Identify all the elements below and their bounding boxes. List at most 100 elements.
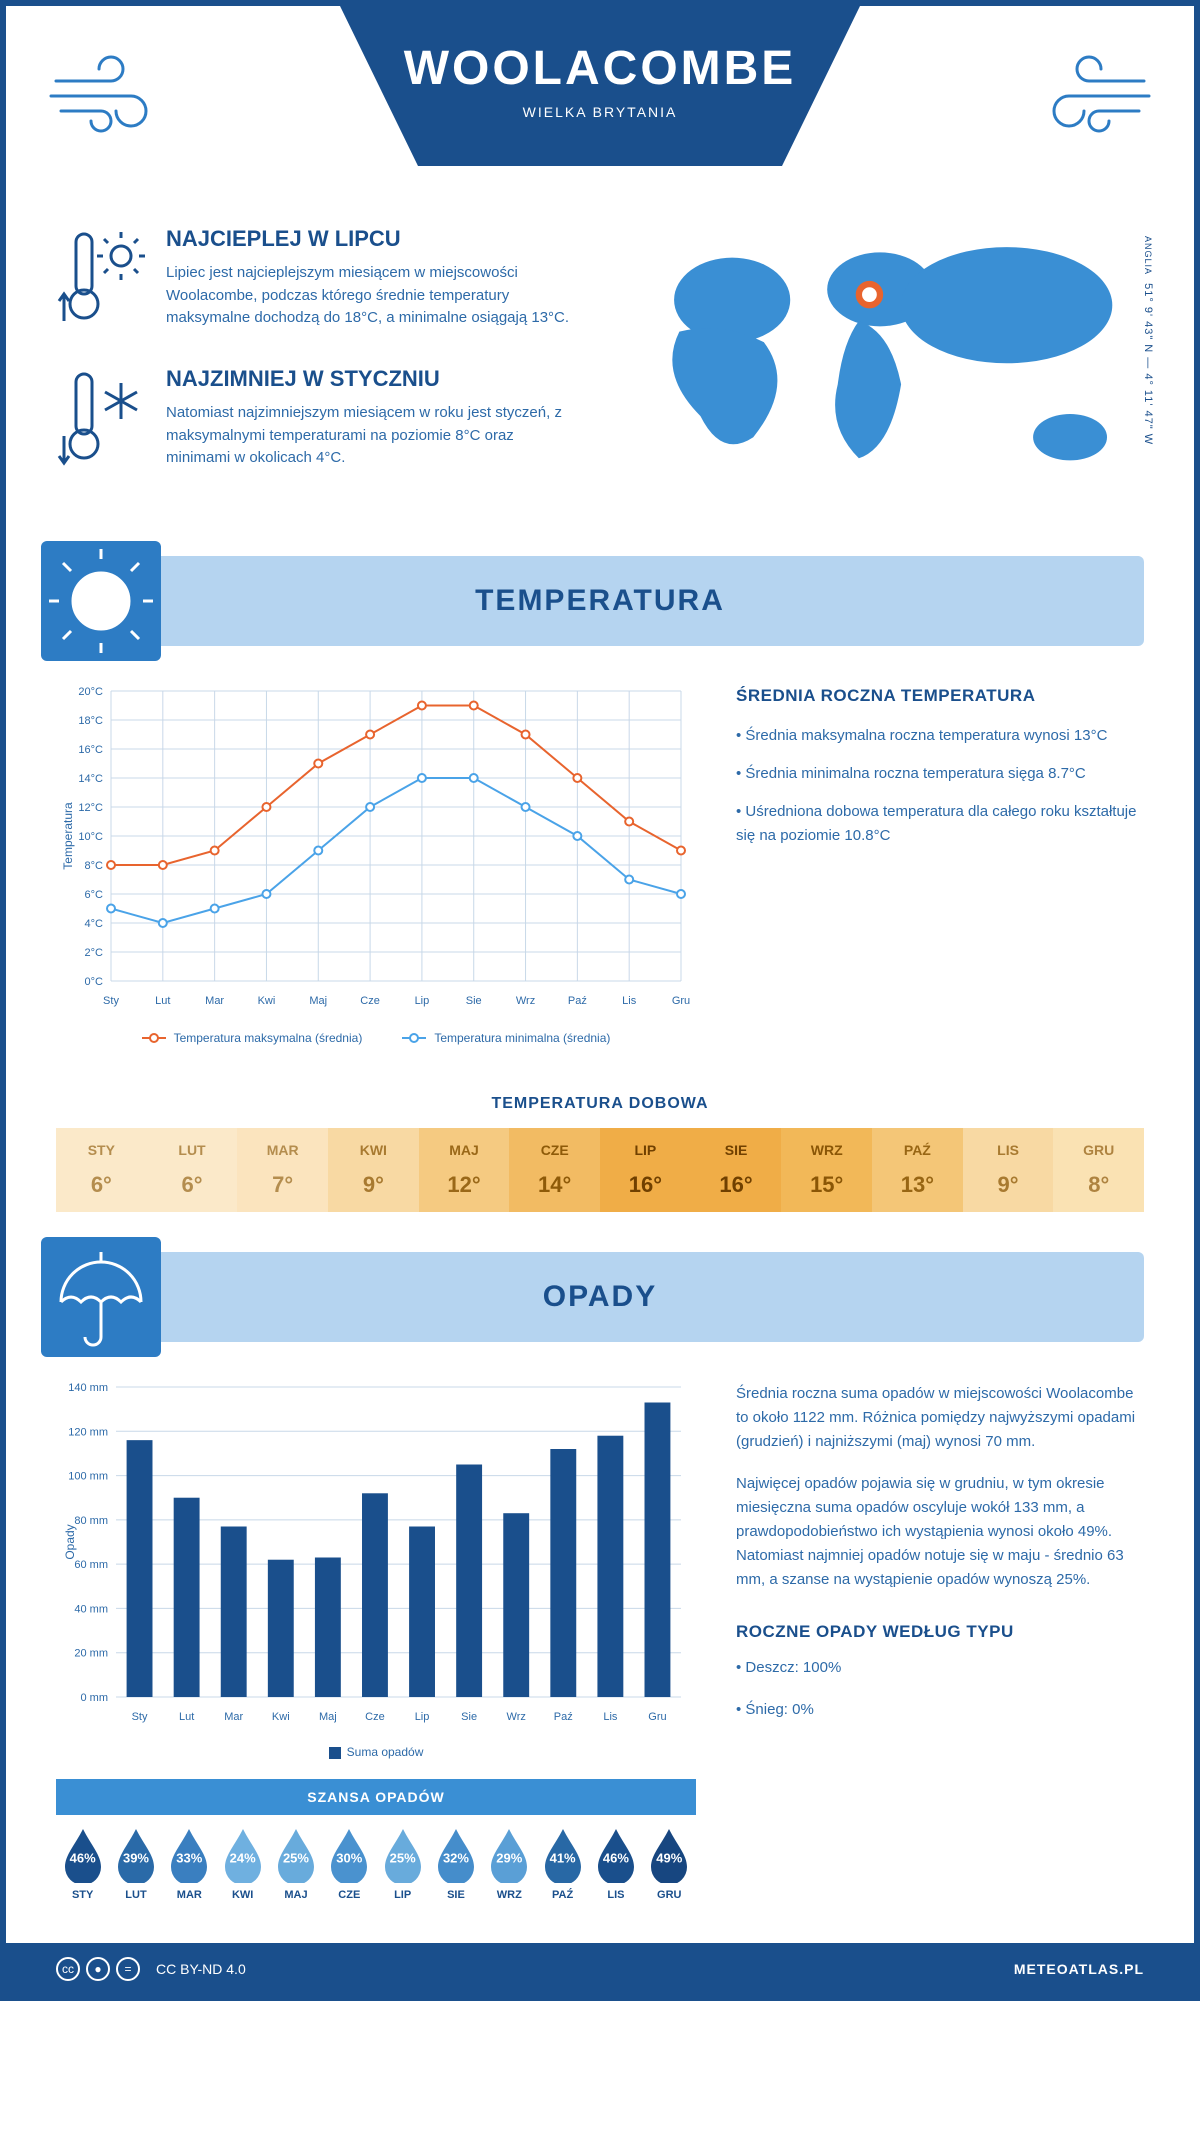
temp-bullet: • Uśredniona dobowa temperatura dla całe…: [736, 800, 1144, 848]
chance-cell: 49% GRU: [643, 1827, 696, 1901]
section-title: OPADY: [543, 1280, 657, 1314]
precip-para: Średnia roczna suma opadów w miejscowośc…: [736, 1382, 1144, 1454]
thermometer-sun-icon: [56, 226, 146, 336]
raindrop-icon: 33%: [167, 1827, 211, 1883]
svg-text:Paź: Paź: [568, 995, 587, 1007]
chance-cell: 33% MAR: [163, 1827, 216, 1901]
svg-text:20°C: 20°C: [78, 686, 103, 698]
svg-text:Temperatura: Temperatura: [61, 802, 75, 870]
svg-text:40 mm: 40 mm: [74, 1603, 108, 1615]
svg-text:6°C: 6°C: [85, 889, 104, 901]
svg-text:Opady: Opady: [63, 1524, 77, 1559]
svg-text:140 mm: 140 mm: [68, 1382, 108, 1394]
footer: cc ● = CC BY-ND 4.0 METEOATLAS.PL: [6, 1943, 1194, 1995]
raindrop-icon: 49%: [647, 1827, 691, 1883]
chance-cell: 32% SIE: [429, 1827, 482, 1901]
chance-cell: 41% PAŹ: [536, 1827, 589, 1901]
svg-text:Sty: Sty: [132, 1711, 148, 1723]
svg-text:Sie: Sie: [461, 1711, 477, 1723]
svg-text:16°C: 16°C: [78, 744, 103, 756]
daily-cell: GRU8°: [1053, 1128, 1144, 1212]
chance-cell: 46% LIS: [589, 1827, 642, 1901]
svg-text:80 mm: 80 mm: [74, 1515, 108, 1527]
page-title: WOOLACOMBE: [340, 41, 860, 96]
temp-text-heading: ŚREDNIA ROCZNA TEMPERATURA: [736, 686, 1144, 706]
svg-text:Maj: Maj: [309, 995, 327, 1007]
daily-cell: KWI9°: [328, 1128, 419, 1212]
daily-cell: SIE16°: [691, 1128, 782, 1212]
svg-text:120 mm: 120 mm: [68, 1426, 108, 1438]
chart-legend: Suma opadów: [56, 1745, 696, 1759]
chance-cell: 25% LIP: [376, 1827, 429, 1901]
warmest-body: Lipiec jest najcieplejszym miesiącem w m…: [166, 262, 576, 330]
svg-text:0°C: 0°C: [85, 976, 104, 988]
daily-temp-title: TEMPERATURA DOBOWA: [6, 1095, 1194, 1113]
chance-cell: 24% KWI: [216, 1827, 269, 1901]
raindrop-icon: 41%: [541, 1827, 585, 1883]
svg-text:4°C: 4°C: [85, 918, 104, 930]
precip-bar-chart: 0 mm20 mm40 mm60 mm80 mm100 mm120 mm140 …: [56, 1372, 696, 1759]
chance-title: SZANSA OPADÓW: [56, 1779, 696, 1815]
svg-text:Lis: Lis: [603, 1711, 618, 1723]
license-label: CC BY-ND 4.0: [156, 1961, 246, 1977]
by-icon: ●: [86, 1957, 110, 1981]
precip-summary-text: Średnia roczna suma opadów w miejscowośc…: [736, 1372, 1144, 1759]
daily-cell: MAJ12°: [419, 1128, 510, 1212]
svg-text:Kwi: Kwi: [258, 995, 276, 1007]
svg-text:Lut: Lut: [155, 995, 170, 1007]
svg-text:Gru: Gru: [672, 995, 690, 1007]
temperature-line-chart: 0°C 2°C 4°C 6°C 8°C 10°C 12°C 14°C 16°C 18°C 20°C S…: [56, 676, 696, 1045]
world-map-icon: [616, 226, 1144, 486]
raindrop-icon: 46%: [594, 1827, 638, 1883]
daily-cell: LIP16°: [600, 1128, 691, 1212]
svg-text:Kwi: Kwi: [272, 1711, 290, 1723]
svg-text:14°C: 14°C: [78, 773, 103, 785]
svg-text:Lip: Lip: [415, 995, 430, 1007]
svg-text:8°C: 8°C: [85, 860, 104, 872]
daily-cell: LIS9°: [963, 1128, 1054, 1212]
chance-cell: 39% LUT: [109, 1827, 162, 1901]
svg-text:Sty: Sty: [103, 995, 119, 1007]
temperature-summary-text: ŚREDNIA ROCZNA TEMPERATURA • Średnia mak…: [736, 676, 1144, 1045]
svg-text:Wrz: Wrz: [516, 995, 535, 1007]
precip-type-heading: ROCZNE OPADY WEDŁUG TYPU: [736, 1622, 1144, 1642]
page-subtitle: WIELKA BRYTANIA: [340, 104, 860, 120]
svg-text:Wrz: Wrz: [507, 1711, 526, 1723]
precip-type-bullet: • Deszcz: 100%: [736, 1656, 1144, 1680]
raindrop-icon: 46%: [61, 1827, 105, 1883]
nd-icon: =: [116, 1957, 140, 1981]
svg-text:Lut: Lut: [179, 1711, 194, 1723]
wind-icon: [1014, 46, 1154, 146]
raindrop-icon: 29%: [487, 1827, 531, 1883]
svg-text:Cze: Cze: [365, 1711, 385, 1723]
svg-text:18°C: 18°C: [78, 715, 103, 727]
svg-text:Cze: Cze: [360, 995, 380, 1007]
precip-type-bullet: • Śnieg: 0%: [736, 1698, 1144, 1722]
daily-cell: PAŹ13°: [872, 1128, 963, 1212]
coldest-title: NAJZIMNIEJ W STYCZNIU: [166, 366, 576, 392]
coldest-body: Natomiast najzimniejszym miesiącem w rok…: [166, 402, 576, 470]
precip-chance-box: SZANSA OPADÓW 46% STY 39% LUT 33% MAR 24…: [56, 1779, 696, 1913]
temp-bullet: • Średnia maksymalna roczna temperatura …: [736, 724, 1144, 748]
svg-text:10°C: 10°C: [78, 831, 103, 843]
raindrop-icon: 30%: [327, 1827, 371, 1883]
site-label: METEOATLAS.PL: [1014, 1961, 1144, 1977]
chart-legend: Temperatura maksymalna (średnia) Tempera…: [56, 1031, 696, 1045]
summary-row: NAJCIEPLEJ W LIPCU Lipiec jest najcieple…: [6, 206, 1194, 536]
svg-text:Mar: Mar: [205, 995, 224, 1007]
sun-icon: [41, 541, 161, 661]
svg-text:Maj: Maj: [319, 1711, 337, 1723]
daily-cell: MAR7°: [237, 1128, 328, 1212]
license-block: cc ● = CC BY-ND 4.0: [56, 1957, 246, 1981]
chance-cell: 25% MAJ: [269, 1827, 322, 1901]
svg-text:2°C: 2°C: [85, 947, 104, 959]
daily-temp-table: STY6°LUT6°MAR7°KWI9°MAJ12°CZE14°LIP16°SI…: [56, 1128, 1144, 1212]
raindrop-icon: 25%: [274, 1827, 318, 1883]
svg-text:12°C: 12°C: [78, 802, 103, 814]
daily-cell: CZE14°: [509, 1128, 600, 1212]
legend-label: Temperatura minimalna (średnia): [434, 1031, 610, 1045]
svg-text:Mar: Mar: [224, 1711, 243, 1723]
section-header-precip: OPADY: [56, 1252, 1144, 1342]
umbrella-icon: [41, 1237, 161, 1357]
header: WOOLACOMBE WIELKA BRYTANIA: [6, 6, 1194, 206]
